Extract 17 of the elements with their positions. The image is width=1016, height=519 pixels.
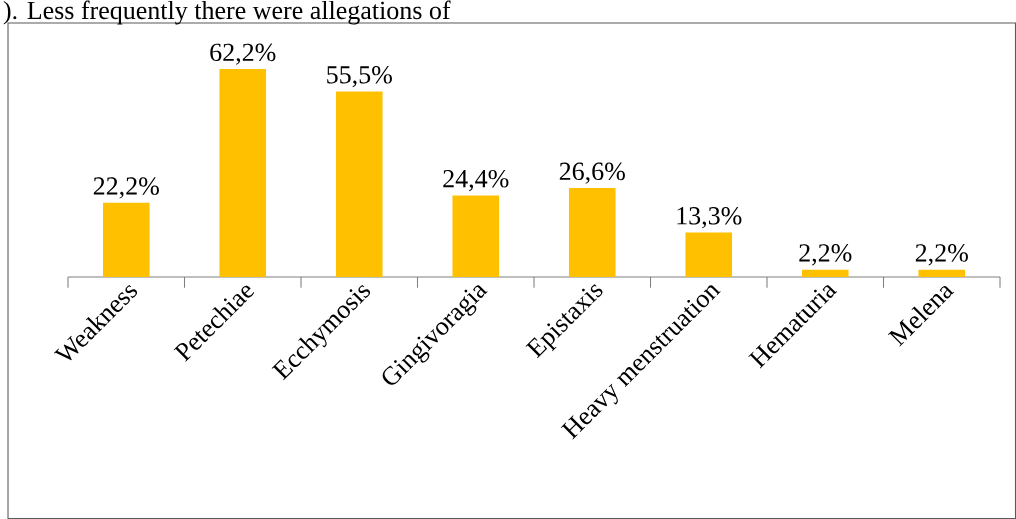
bar <box>568 188 616 277</box>
data-label: 55,5% <box>327 65 392 88</box>
text: ). Less frequently there were allegations of <box>3 0 451 25</box>
data-label: 13,3% <box>677 206 742 229</box>
data-label: 22,2% <box>93 177 159 199</box>
data-label: 2,2% <box>915 244 968 266</box>
bar <box>335 91 383 277</box>
bar <box>219 69 267 277</box>
bar <box>452 195 500 277</box>
data-label: 2,2% <box>799 244 852 266</box>
data-label: 26,6% <box>559 162 625 184</box>
bar <box>102 202 150 277</box>
data-label: 62,2% <box>210 43 276 65</box>
bar <box>685 232 733 277</box>
bar <box>918 269 966 277</box>
bar <box>801 269 849 277</box>
data-label: 24,4% <box>443 169 509 192</box>
